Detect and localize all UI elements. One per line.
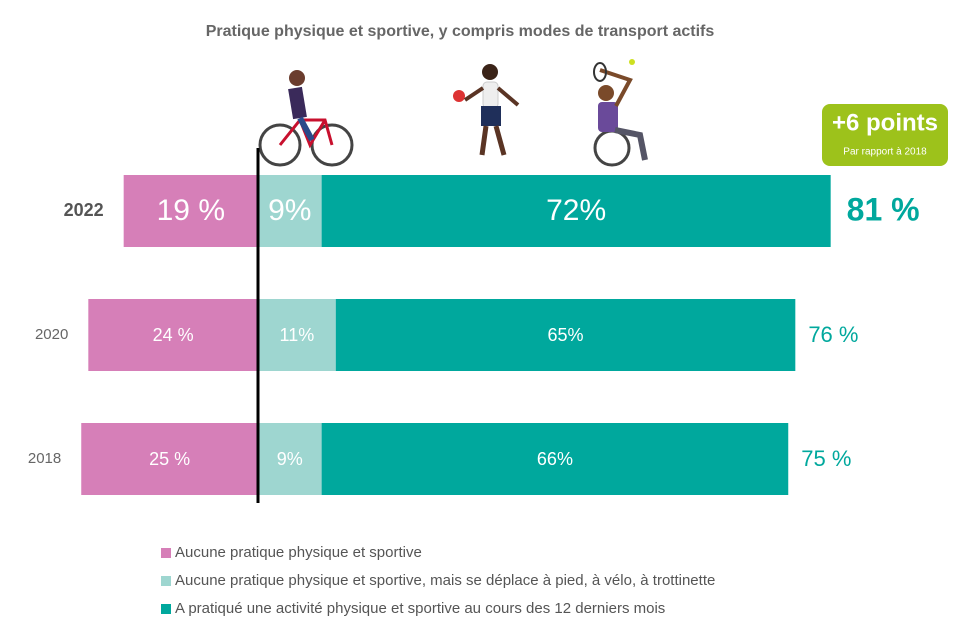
value-label: 11%: [280, 325, 315, 345]
cyclist-icon: [258, 70, 354, 167]
bar-segment: [258, 299, 336, 371]
value-label: 24 %: [153, 325, 194, 345]
value-label: 9%: [268, 194, 311, 227]
bar-segment: [258, 175, 322, 247]
total-label: 76 %: [808, 322, 858, 347]
total-label: 75 %: [801, 446, 851, 471]
annotation-badge: [822, 104, 948, 166]
bar-segment: [321, 423, 789, 495]
value-label: 19 %: [157, 194, 225, 227]
value-label: 65%: [548, 325, 584, 345]
bar-segment: [88, 299, 258, 371]
category-label: 2020: [35, 326, 68, 343]
legend-swatch: [161, 576, 171, 586]
chart-title: Pratique physique et sportive, y compris…: [206, 23, 715, 40]
legend-label: A pratiqué une activité physique et spor…: [175, 600, 665, 617]
tennis-player-icon: [453, 64, 520, 156]
category-label: 2018: [28, 450, 61, 467]
annotation-title: +6 points: [832, 109, 938, 136]
legend-swatch: [161, 604, 171, 614]
wheelchair-tennis-icon: [593, 59, 648, 167]
annotation-subtitle: Par rapport à 2018: [843, 147, 927, 158]
legend-swatch: [161, 548, 171, 558]
bar-segment: [335, 299, 796, 371]
bar-segment: [258, 423, 322, 495]
value-label: 66%: [537, 449, 573, 469]
bar-segment: [321, 175, 831, 247]
value-label: 9%: [277, 449, 303, 469]
bar-segment: [123, 175, 258, 247]
bar-segment: [81, 423, 258, 495]
total-label: 81 %: [847, 191, 920, 227]
value-label: 72%: [546, 194, 606, 227]
category-label: 2022: [64, 200, 104, 220]
legend-label: Aucune pratique physique et sportive: [175, 544, 422, 561]
legend-label: Aucune pratique physique et sportive, ma…: [175, 572, 715, 589]
value-label: 25 %: [149, 449, 190, 469]
